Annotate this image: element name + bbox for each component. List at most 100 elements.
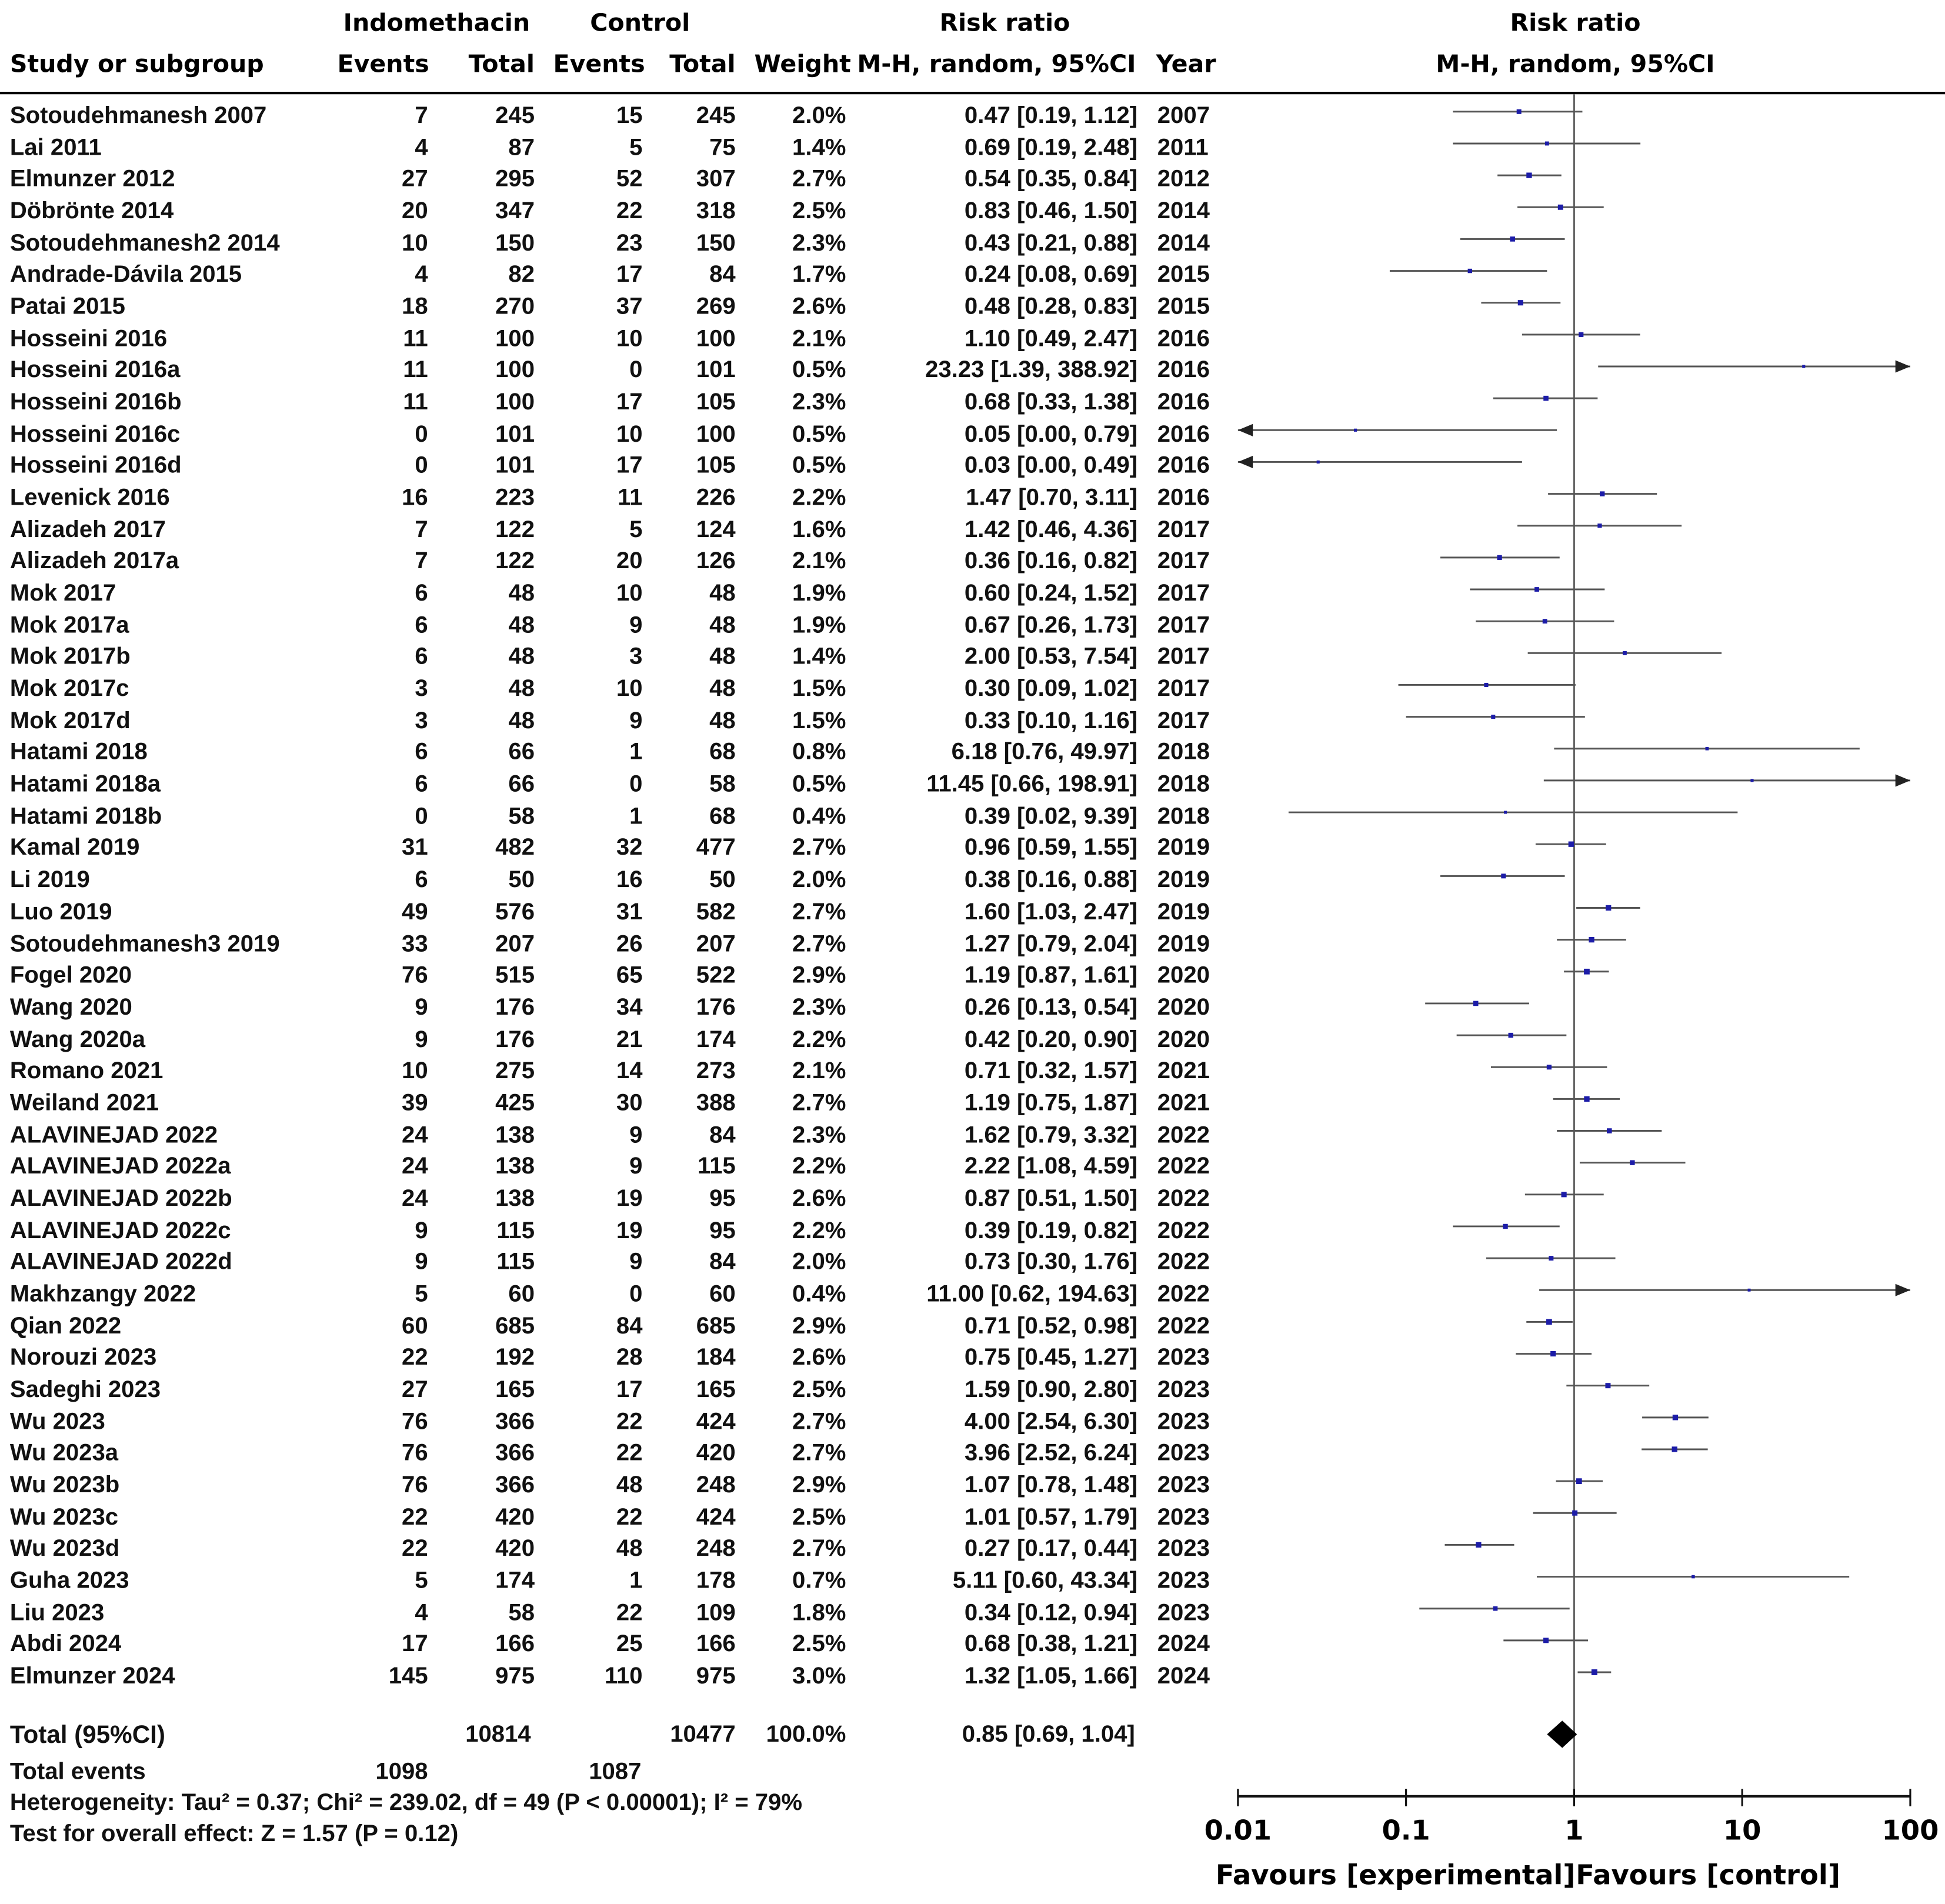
header-events-1: Events xyxy=(337,49,429,78)
events-2: 9 xyxy=(629,708,643,735)
total-2: 68 xyxy=(709,739,736,766)
events-1: 9 xyxy=(415,1249,428,1276)
events-2: 22 xyxy=(616,1409,643,1435)
events-1: 76 xyxy=(402,1440,428,1467)
events-2: 15 xyxy=(616,103,643,129)
point-estimate-square xyxy=(1497,555,1502,560)
weight: 2.7% xyxy=(792,835,846,862)
events-2: 48 xyxy=(616,1536,643,1562)
ci-arrow-right xyxy=(1895,360,1910,373)
total-events-2: 1087 xyxy=(589,1759,642,1785)
study-name: Wu 2023c xyxy=(9,1504,119,1530)
point-estimate-square xyxy=(1550,1351,1556,1357)
total-1: 48 xyxy=(508,708,535,735)
total-1: 50 xyxy=(508,867,535,893)
events-1: 7 xyxy=(415,103,428,129)
events-2: 17 xyxy=(616,389,643,416)
total-2: 48 xyxy=(709,644,736,671)
point-estimate-square xyxy=(1543,1638,1549,1643)
study-name: Fogel 2020 xyxy=(9,962,132,989)
events-1: 7 xyxy=(415,516,428,543)
year: 2021 xyxy=(1157,1090,1210,1116)
rr-ci: 1.10 [0.49, 2.47] xyxy=(964,326,1138,352)
events-2: 16 xyxy=(616,867,643,893)
rr-ci: 0.68 [0.38, 1.21] xyxy=(964,1632,1138,1658)
events-2: 1 xyxy=(629,803,643,830)
weight: 2.0% xyxy=(792,103,846,129)
year: 2023 xyxy=(1157,1472,1210,1499)
total-events-label: Total events xyxy=(9,1759,146,1785)
weight: 1.6% xyxy=(792,516,846,543)
total-1: 425 xyxy=(495,1090,535,1116)
year: 2018 xyxy=(1157,803,1210,830)
total-1: 87 xyxy=(508,135,535,161)
total-1: 48 xyxy=(508,644,535,671)
rr-ci: 0.30 [0.09, 1.02] xyxy=(964,676,1138,702)
rr-ci: 1.07 [0.78, 1.48] xyxy=(964,1472,1138,1499)
total-1: 347 xyxy=(495,198,535,225)
rr-ci: 1.62 [0.79, 3.32] xyxy=(964,1122,1138,1149)
events-1: 5 xyxy=(415,1568,428,1595)
events-2: 22 xyxy=(616,1440,643,1467)
events-1: 17 xyxy=(402,1632,428,1658)
events-1: 76 xyxy=(402,962,428,989)
total-1: 122 xyxy=(495,549,535,575)
total-2: 84 xyxy=(709,1122,736,1149)
year: 2022 xyxy=(1157,1186,1210,1212)
total-1: 100 xyxy=(495,326,535,352)
pooled-diamond xyxy=(1547,1720,1577,1748)
events-1: 6 xyxy=(415,772,428,798)
total-1: 420 xyxy=(495,1504,535,1530)
study-name: Sotoudehmanesh 2007 xyxy=(9,103,267,129)
x-tick-label: 1 xyxy=(1564,1816,1584,1848)
events-1: 49 xyxy=(402,899,428,925)
weight: 2.7% xyxy=(792,899,846,925)
total-2: 477 xyxy=(696,835,736,862)
total-2: 207 xyxy=(696,931,736,958)
study-name: Hosseini 2016 xyxy=(9,326,168,352)
weight: 2.2% xyxy=(792,485,846,512)
point-estimate-square xyxy=(1467,268,1472,274)
events-2: 48 xyxy=(616,1472,643,1499)
point-estimate-square xyxy=(1591,1669,1597,1675)
events-2: 0 xyxy=(629,1281,643,1308)
total-1: 482 xyxy=(495,835,535,862)
rr-ci: 23.23 [1.39, 388.92] xyxy=(925,358,1138,384)
weight: 2.2% xyxy=(792,1153,846,1181)
favours-experimental-label: Favours [experimental] xyxy=(1215,1860,1576,1892)
point-estimate-square xyxy=(1584,1096,1590,1102)
x-tick-label: 10 xyxy=(1723,1816,1761,1848)
year: 2016 xyxy=(1157,453,1210,479)
total-1: 275 xyxy=(495,1058,535,1085)
study-name: Sadeghi 2023 xyxy=(9,1376,161,1403)
rr-ci: 0.47 [0.19, 1.12] xyxy=(964,103,1138,129)
point-estimate-square xyxy=(1517,300,1523,306)
total-1: 66 xyxy=(508,772,535,798)
total-2: 226 xyxy=(696,485,736,512)
total-1: 245 xyxy=(495,103,535,129)
study-name: Sotoudehmanesh3 2019 xyxy=(9,931,280,958)
total-2: 100 xyxy=(696,326,736,352)
events-2: 19 xyxy=(616,1186,643,1212)
events-2: 20 xyxy=(616,549,643,575)
heterogeneity-text: Heterogeneity: Tau² = 0.37; Chi² = 239.0… xyxy=(9,1790,802,1816)
year: 2016 xyxy=(1157,326,1210,352)
year: 2007 xyxy=(1157,103,1210,129)
total-2: 269 xyxy=(696,294,736,321)
events-2: 9 xyxy=(629,1153,643,1181)
total-1: 100 xyxy=(495,358,535,384)
year: 2018 xyxy=(1157,772,1210,798)
weight: 2.7% xyxy=(792,931,846,958)
year: 2024 xyxy=(1157,1663,1210,1690)
year: 2017 xyxy=(1157,676,1210,702)
header-total-1: Total xyxy=(468,49,535,78)
total-2: 273 xyxy=(696,1058,736,1085)
events-2: 23 xyxy=(616,230,643,256)
events-2: 1 xyxy=(629,1568,643,1595)
events-1: 3 xyxy=(415,708,428,735)
total-2: 48 xyxy=(709,708,736,735)
events-2: 52 xyxy=(616,166,643,193)
total-1: 48 xyxy=(508,581,535,607)
events-1: 0 xyxy=(415,421,428,448)
total-2: 109 xyxy=(696,1599,736,1626)
